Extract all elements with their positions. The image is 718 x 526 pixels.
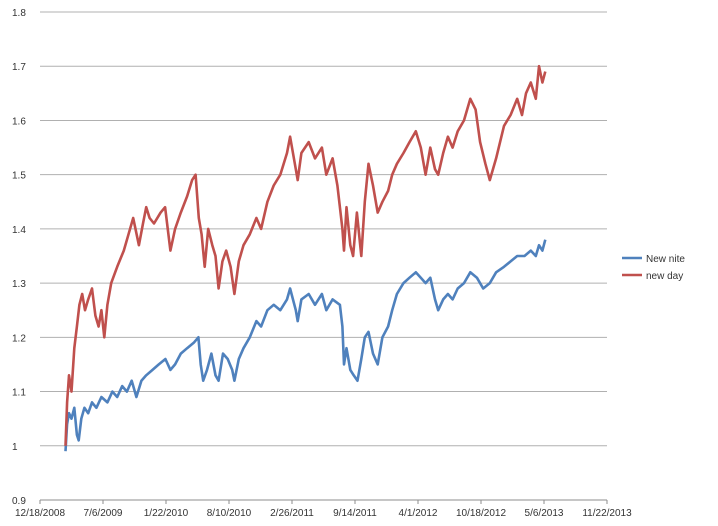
legend-label: new day xyxy=(646,271,683,282)
y-tick-label: 1.4 xyxy=(12,225,26,236)
y-tick-label: 1.7 xyxy=(12,62,26,73)
series-line-new-nite xyxy=(64,239,547,452)
x-tick-label: 5/6/2013 xyxy=(525,508,564,519)
x-axis-tick-labels: 12/18/2008 7/6/2009 1/22/2010 8/10/2010 2/26… xyxy=(15,508,632,519)
x-tick-label: 2/26/2011 xyxy=(270,508,314,519)
legend: New nite new day xyxy=(622,254,685,282)
x-tick-label: 1/22/2010 xyxy=(144,508,189,519)
y-axis-tick-labels: 0.9 1 1.1 1.2 1.3 1.4 1.5 1.6 1.7 1.8 xyxy=(12,8,26,507)
x-tick-label: 7/6/2009 xyxy=(84,508,123,519)
x-tick-label: 4/1/2012 xyxy=(399,508,438,519)
y-tick-label: 1.2 xyxy=(12,333,26,344)
x-tick-label: 9/14/2011 xyxy=(333,508,377,519)
y-tick-label: 1.1 xyxy=(12,388,26,399)
series-line-new-day xyxy=(64,64,547,446)
x-tick-label: 12/18/2008 xyxy=(15,508,65,519)
x-tick-label: 11/22/2013 xyxy=(582,508,632,519)
legend-label: New nite xyxy=(646,254,685,265)
x-tick-label: 10/18/2012 xyxy=(456,508,506,519)
y-tick-label: 1.5 xyxy=(12,171,26,182)
gridlines xyxy=(39,11,608,504)
x-tick-label: 8/10/2010 xyxy=(207,508,252,519)
y-tick-label: 1 xyxy=(12,442,18,453)
series-lines xyxy=(64,64,547,452)
y-tick-label: 0.9 xyxy=(12,496,26,507)
y-tick-label: 1.3 xyxy=(12,279,26,290)
y-tick-label: 1.8 xyxy=(12,8,26,19)
y-tick-label: 1.6 xyxy=(12,116,26,127)
